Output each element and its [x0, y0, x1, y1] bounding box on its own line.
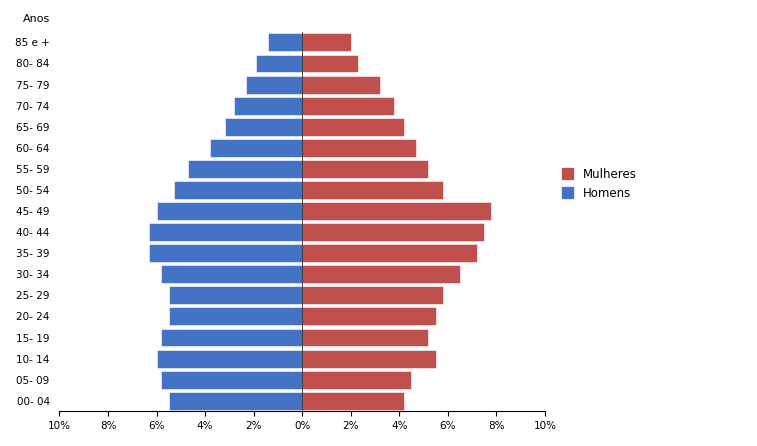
Bar — [302, 392, 404, 410]
Bar — [302, 202, 491, 220]
Bar — [161, 265, 302, 283]
Bar — [210, 139, 302, 157]
Bar — [173, 181, 302, 199]
Legend: Mulheres, Homens: Mulheres, Homens — [556, 162, 643, 206]
Bar — [161, 371, 302, 388]
Bar — [302, 329, 428, 347]
Bar — [302, 181, 443, 199]
Bar — [302, 54, 358, 72]
Bar — [302, 307, 436, 326]
Bar — [157, 350, 302, 368]
Bar — [302, 286, 443, 304]
Bar — [302, 118, 404, 136]
Bar — [268, 33, 302, 51]
Bar — [149, 244, 302, 262]
Bar — [169, 286, 302, 304]
Bar — [234, 97, 302, 115]
Bar — [302, 371, 411, 388]
Bar — [302, 223, 484, 241]
Bar — [149, 223, 302, 241]
Bar — [157, 202, 302, 220]
Bar — [161, 329, 302, 347]
Bar — [246, 76, 302, 94]
Bar — [302, 97, 394, 115]
Bar — [302, 265, 460, 283]
Bar — [169, 307, 302, 326]
Bar — [302, 33, 350, 51]
Bar — [302, 76, 380, 94]
Bar — [302, 160, 428, 178]
Bar — [169, 392, 302, 410]
Bar — [302, 350, 436, 368]
Bar — [302, 244, 477, 262]
Bar — [188, 160, 302, 178]
Bar — [256, 54, 302, 72]
Text: Anos: Anos — [23, 14, 50, 24]
Bar — [225, 118, 302, 136]
Bar — [302, 139, 416, 157]
